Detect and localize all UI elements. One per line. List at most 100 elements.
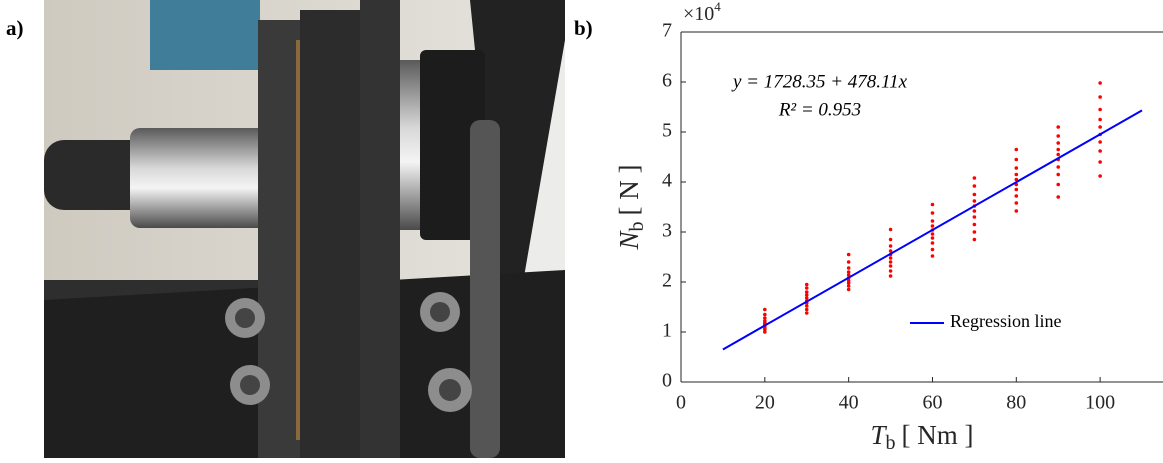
y-tick-label: 2: [662, 270, 672, 292]
text-part: b: [886, 432, 896, 454]
data-point: [1098, 95, 1102, 99]
data-point: [1098, 81, 1102, 85]
panel-label: b): [574, 16, 593, 40]
text-part: [ Nm ]: [902, 420, 974, 450]
text-part: b: [626, 221, 648, 231]
data-point: [972, 237, 977, 242]
y-multiplier: ×104: [683, 0, 721, 25]
y-tick-label: 0: [662, 370, 672, 392]
data-point: [1098, 140, 1102, 144]
data-point: [888, 274, 893, 278]
data-point: [930, 241, 935, 245]
data-point: [972, 192, 977, 197]
data-point: [1056, 147, 1061, 152]
data-point: [888, 256, 893, 260]
data-point: [972, 222, 977, 227]
data-point: [804, 282, 809, 287]
data-point: [1056, 182, 1061, 187]
data-point: [1056, 152, 1061, 157]
data-point: [930, 219, 935, 223]
data-point: [1014, 166, 1019, 170]
x-tick-label: 20: [755, 392, 775, 414]
text-part: N: [614, 230, 644, 251]
y-tick-label: 6: [662, 70, 672, 92]
data-point: [1098, 117, 1102, 122]
data-point: [930, 211, 935, 215]
data-point: [1056, 134, 1061, 138]
data-point: [972, 230, 977, 234]
data-point: [1014, 187, 1019, 192]
data-point: [1098, 149, 1102, 153]
data-point: [846, 273, 851, 277]
data-point: [930, 247, 935, 252]
data-point: [1056, 125, 1061, 129]
text-part: [ N ]: [614, 165, 644, 216]
data-point: [972, 209, 977, 213]
data-point: [846, 260, 851, 264]
data-point: [888, 244, 893, 248]
regression-line: [722, 109, 1143, 351]
data-point: [972, 184, 977, 188]
data-point: [763, 312, 767, 317]
data-point: [1014, 157, 1019, 162]
data-point: [1014, 209, 1019, 213]
data-point: [888, 249, 893, 253]
x-axis-label: Tb [ Nm ]: [870, 420, 973, 453]
y-tick-label: 7: [662, 20, 672, 42]
data-point: [846, 270, 851, 274]
data-point: [763, 330, 767, 334]
data-point: [846, 266, 851, 270]
y-tick-label: 3: [662, 220, 672, 242]
data-point: [1056, 195, 1061, 199]
x-tick-label: 80: [1006, 392, 1026, 414]
data-point: [930, 202, 935, 207]
x-tick-label: 40: [839, 392, 859, 414]
panel-label: a): [6, 16, 24, 40]
data-point: [888, 260, 893, 264]
y-tick-label: 1: [662, 320, 672, 342]
data-point: [1056, 172, 1061, 177]
legend-label: Regression line: [950, 311, 1061, 331]
data-point: [763, 307, 767, 312]
data-point: [846, 287, 851, 292]
data-point: [1014, 147, 1019, 152]
data-point: [888, 264, 893, 268]
photo: [44, 0, 565, 458]
data-point: [972, 199, 977, 203]
x-tick-label: 0: [676, 392, 686, 414]
data-point: [1098, 160, 1102, 164]
text-part: ×10: [683, 3, 714, 25]
data-point: [846, 284, 851, 288]
annotation: R² = 0.953: [778, 99, 861, 120]
data-point: [804, 311, 809, 315]
data-point: [1014, 172, 1019, 177]
data-point: [1014, 177, 1019, 182]
data-point: [804, 286, 809, 290]
x-tick-label: 100: [1085, 392, 1115, 414]
data-point: [972, 215, 977, 219]
data-point: [846, 278, 851, 283]
data-point: [888, 237, 893, 242]
data-point: [846, 252, 851, 257]
data-point: [804, 290, 809, 294]
data-point: [804, 304, 809, 308]
x-tick-label: 60: [922, 392, 942, 414]
data-point: [1098, 107, 1102, 112]
data-point: [1056, 165, 1061, 169]
data-point: [763, 319, 767, 323]
data-point: [972, 176, 977, 180]
annotation: y = 1728.35 + 478.11x: [731, 71, 908, 92]
data-point: [930, 224, 935, 228]
data-point: [888, 227, 893, 232]
data-point: [1098, 174, 1102, 178]
data-point: [1056, 141, 1061, 145]
data-point: [930, 232, 935, 236]
data-point: [930, 254, 935, 258]
text-part: 4: [714, 0, 721, 14]
text-part: T: [870, 420, 887, 450]
data-point: [888, 269, 893, 273]
data-point: [804, 293, 809, 297]
data-point: [804, 296, 809, 300]
